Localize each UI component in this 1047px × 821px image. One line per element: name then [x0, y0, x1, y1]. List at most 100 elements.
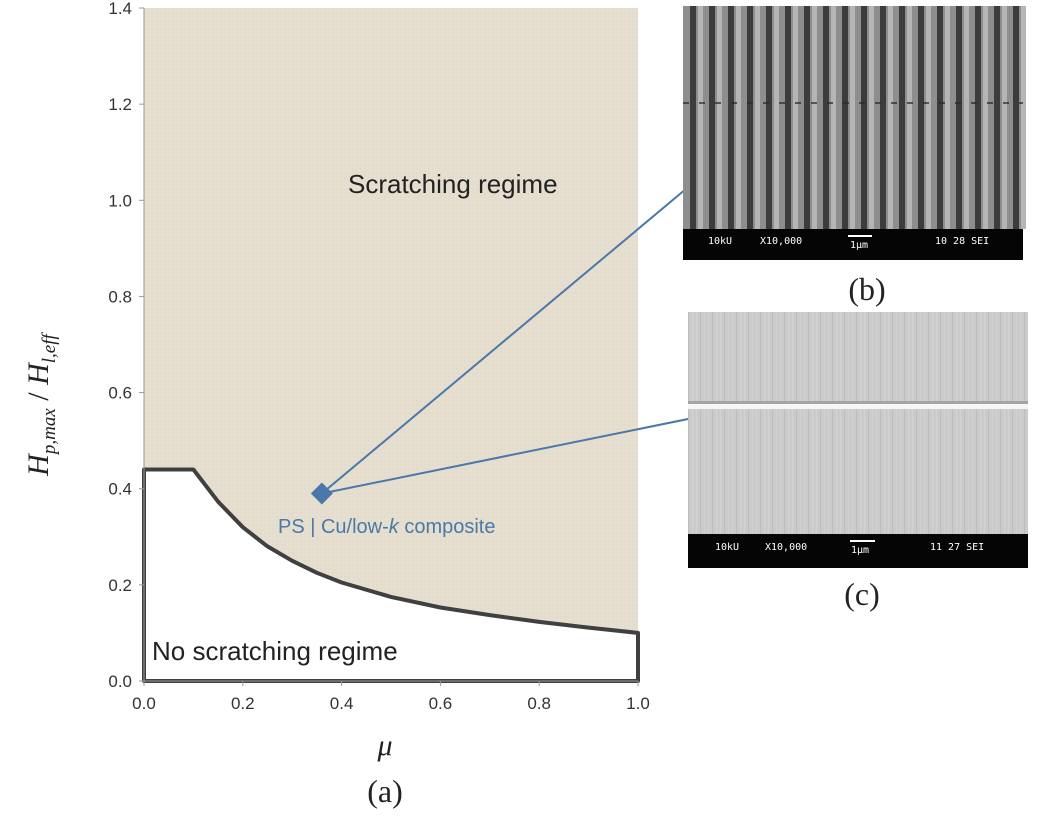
sem-b-line-edge [964, 6, 969, 229]
panel-label-b: (b) [848, 271, 885, 307]
x-tick-label: 0.4 [330, 694, 354, 713]
sem-c-grain [884, 312, 885, 534]
sem-c-grain [760, 312, 761, 534]
arrow-to-panel-c [321, 401, 754, 495]
sem-b-trench [880, 6, 886, 229]
sem-c-grain [812, 312, 813, 534]
sem-b-trench [842, 6, 848, 229]
sem-c-grain [1020, 312, 1021, 534]
sem-c-grain [1008, 312, 1009, 534]
data-point-marker [310, 482, 333, 505]
sem-b-line-edge [1002, 6, 1007, 229]
sem-b-trench [861, 6, 867, 229]
sem-c-grain [972, 312, 973, 534]
sem-c-grain [1024, 312, 1025, 534]
sem-b-line-edge [736, 6, 741, 229]
sem-c-grain [1016, 312, 1017, 534]
x-axis-ticks: 0.0 0.2 0.4 0.6 0.8 1.0 [132, 681, 650, 713]
sem-b-trench [728, 6, 734, 229]
sem-c-grain [696, 312, 697, 534]
sem-b-trench [766, 6, 772, 229]
phase-diagram: 0.0 0.2 0.4 0.6 0.8 1.0 0.0 0.2 0.4 0.6 0.8 1.0 1.2… [22, 0, 780, 809]
sem-c-grain [792, 312, 793, 534]
sem-c-grain [980, 312, 981, 534]
sem-b-trench [823, 6, 829, 229]
sem-c-grain [864, 312, 865, 534]
sem-c-grain [920, 312, 921, 534]
sem-c-scale: 1μm [851, 545, 869, 556]
sem-c-grain [840, 312, 841, 534]
sem-b-line-edge [717, 6, 722, 229]
sem-c-grain [780, 312, 781, 534]
sem-c-grain [860, 312, 861, 534]
sem-b-line-edge [812, 6, 817, 229]
sem-c-grain [712, 312, 713, 534]
sem-c-grain [904, 312, 905, 534]
sem-b-magnification: X10,000 [760, 236, 802, 247]
scratching-regime-label: Scratching regime [348, 169, 558, 199]
y-axis-ticks: 0.0 0.2 0.4 0.6 0.8 1.0 1.2 1.4 [108, 0, 144, 691]
sem-b-code: 10 28 SEI [935, 236, 989, 247]
sem-b-trench [747, 6, 753, 229]
sem-b-line-pattern [690, 6, 1026, 229]
sem-b-trench [785, 6, 791, 229]
sem-b-trench [1013, 6, 1019, 229]
sem-c-grain [952, 312, 953, 534]
panel-label-c: (c) [844, 576, 880, 612]
sem-c-grain [764, 312, 765, 534]
sem-c-grain [988, 312, 989, 534]
sem-c-grain [808, 312, 809, 534]
x-tick-label: 0.2 [231, 694, 255, 713]
sem-c-grain [728, 312, 729, 534]
sem-b-trench [956, 6, 962, 229]
y-tick-label: 0.0 [108, 672, 132, 691]
sem-c-grain [868, 312, 869, 534]
sem-c-grain [724, 312, 725, 534]
sem-c-code: 11 27 SEI [930, 542, 984, 553]
sem-c-grain [876, 312, 877, 534]
sem-b-line-edge [907, 6, 912, 229]
sem-b-line-edge [926, 6, 931, 229]
sem-c-grain [880, 312, 881, 534]
sem-c-grain [1004, 312, 1005, 534]
sem-c-grain [1000, 312, 1001, 534]
sem-b-voltage: 10kU [708, 236, 732, 247]
sem-c-grain [700, 312, 701, 534]
y-tick-label: 0.6 [108, 384, 132, 403]
sem-b-info-bar [683, 229, 1023, 260]
sem-c-grain [688, 312, 689, 534]
sem-b-trench [804, 6, 810, 229]
sem-c-magnification: X10,000 [765, 542, 807, 553]
sem-b-line-edge [698, 6, 703, 229]
sem-b-trench [690, 6, 696, 229]
sem-b-line-edge [869, 6, 874, 229]
sem-b-trench [918, 6, 924, 229]
sem-c-grain [736, 312, 737, 534]
sem-c-grain [828, 312, 829, 534]
sem-b-line-edge [793, 6, 798, 229]
sem-c-grain [708, 312, 709, 534]
sem-c-voltage: 10kU [715, 542, 739, 553]
sem-image-c: 10kU X10,000 1μm 11 27 SEI (c) [688, 312, 1028, 612]
sem-c-grain [820, 312, 821, 534]
x-axis-label: μ [376, 729, 392, 762]
sem-b-line-edge [888, 6, 893, 229]
sem-c-grain [816, 312, 817, 534]
sem-c-grain [892, 312, 893, 534]
sem-c-scratch-dark [688, 401, 1028, 404]
sem-c-grain [768, 312, 769, 534]
sem-b-trench [899, 6, 905, 229]
sem-c-grain [900, 312, 901, 534]
sem-c-grain [836, 312, 837, 534]
sem-c-texture [688, 312, 1025, 534]
sem-c-grain [824, 312, 825, 534]
sem-c-grain [908, 312, 909, 534]
sem-c-grain [844, 312, 845, 534]
sem-c-grain [944, 312, 945, 534]
sem-b-scale: 1μm [850, 240, 868, 251]
sem-b-line-edge [755, 6, 760, 229]
y-tick-label: 0.2 [108, 576, 132, 595]
sem-c-grain [912, 312, 913, 534]
sem-c-info-bar [688, 534, 1028, 568]
